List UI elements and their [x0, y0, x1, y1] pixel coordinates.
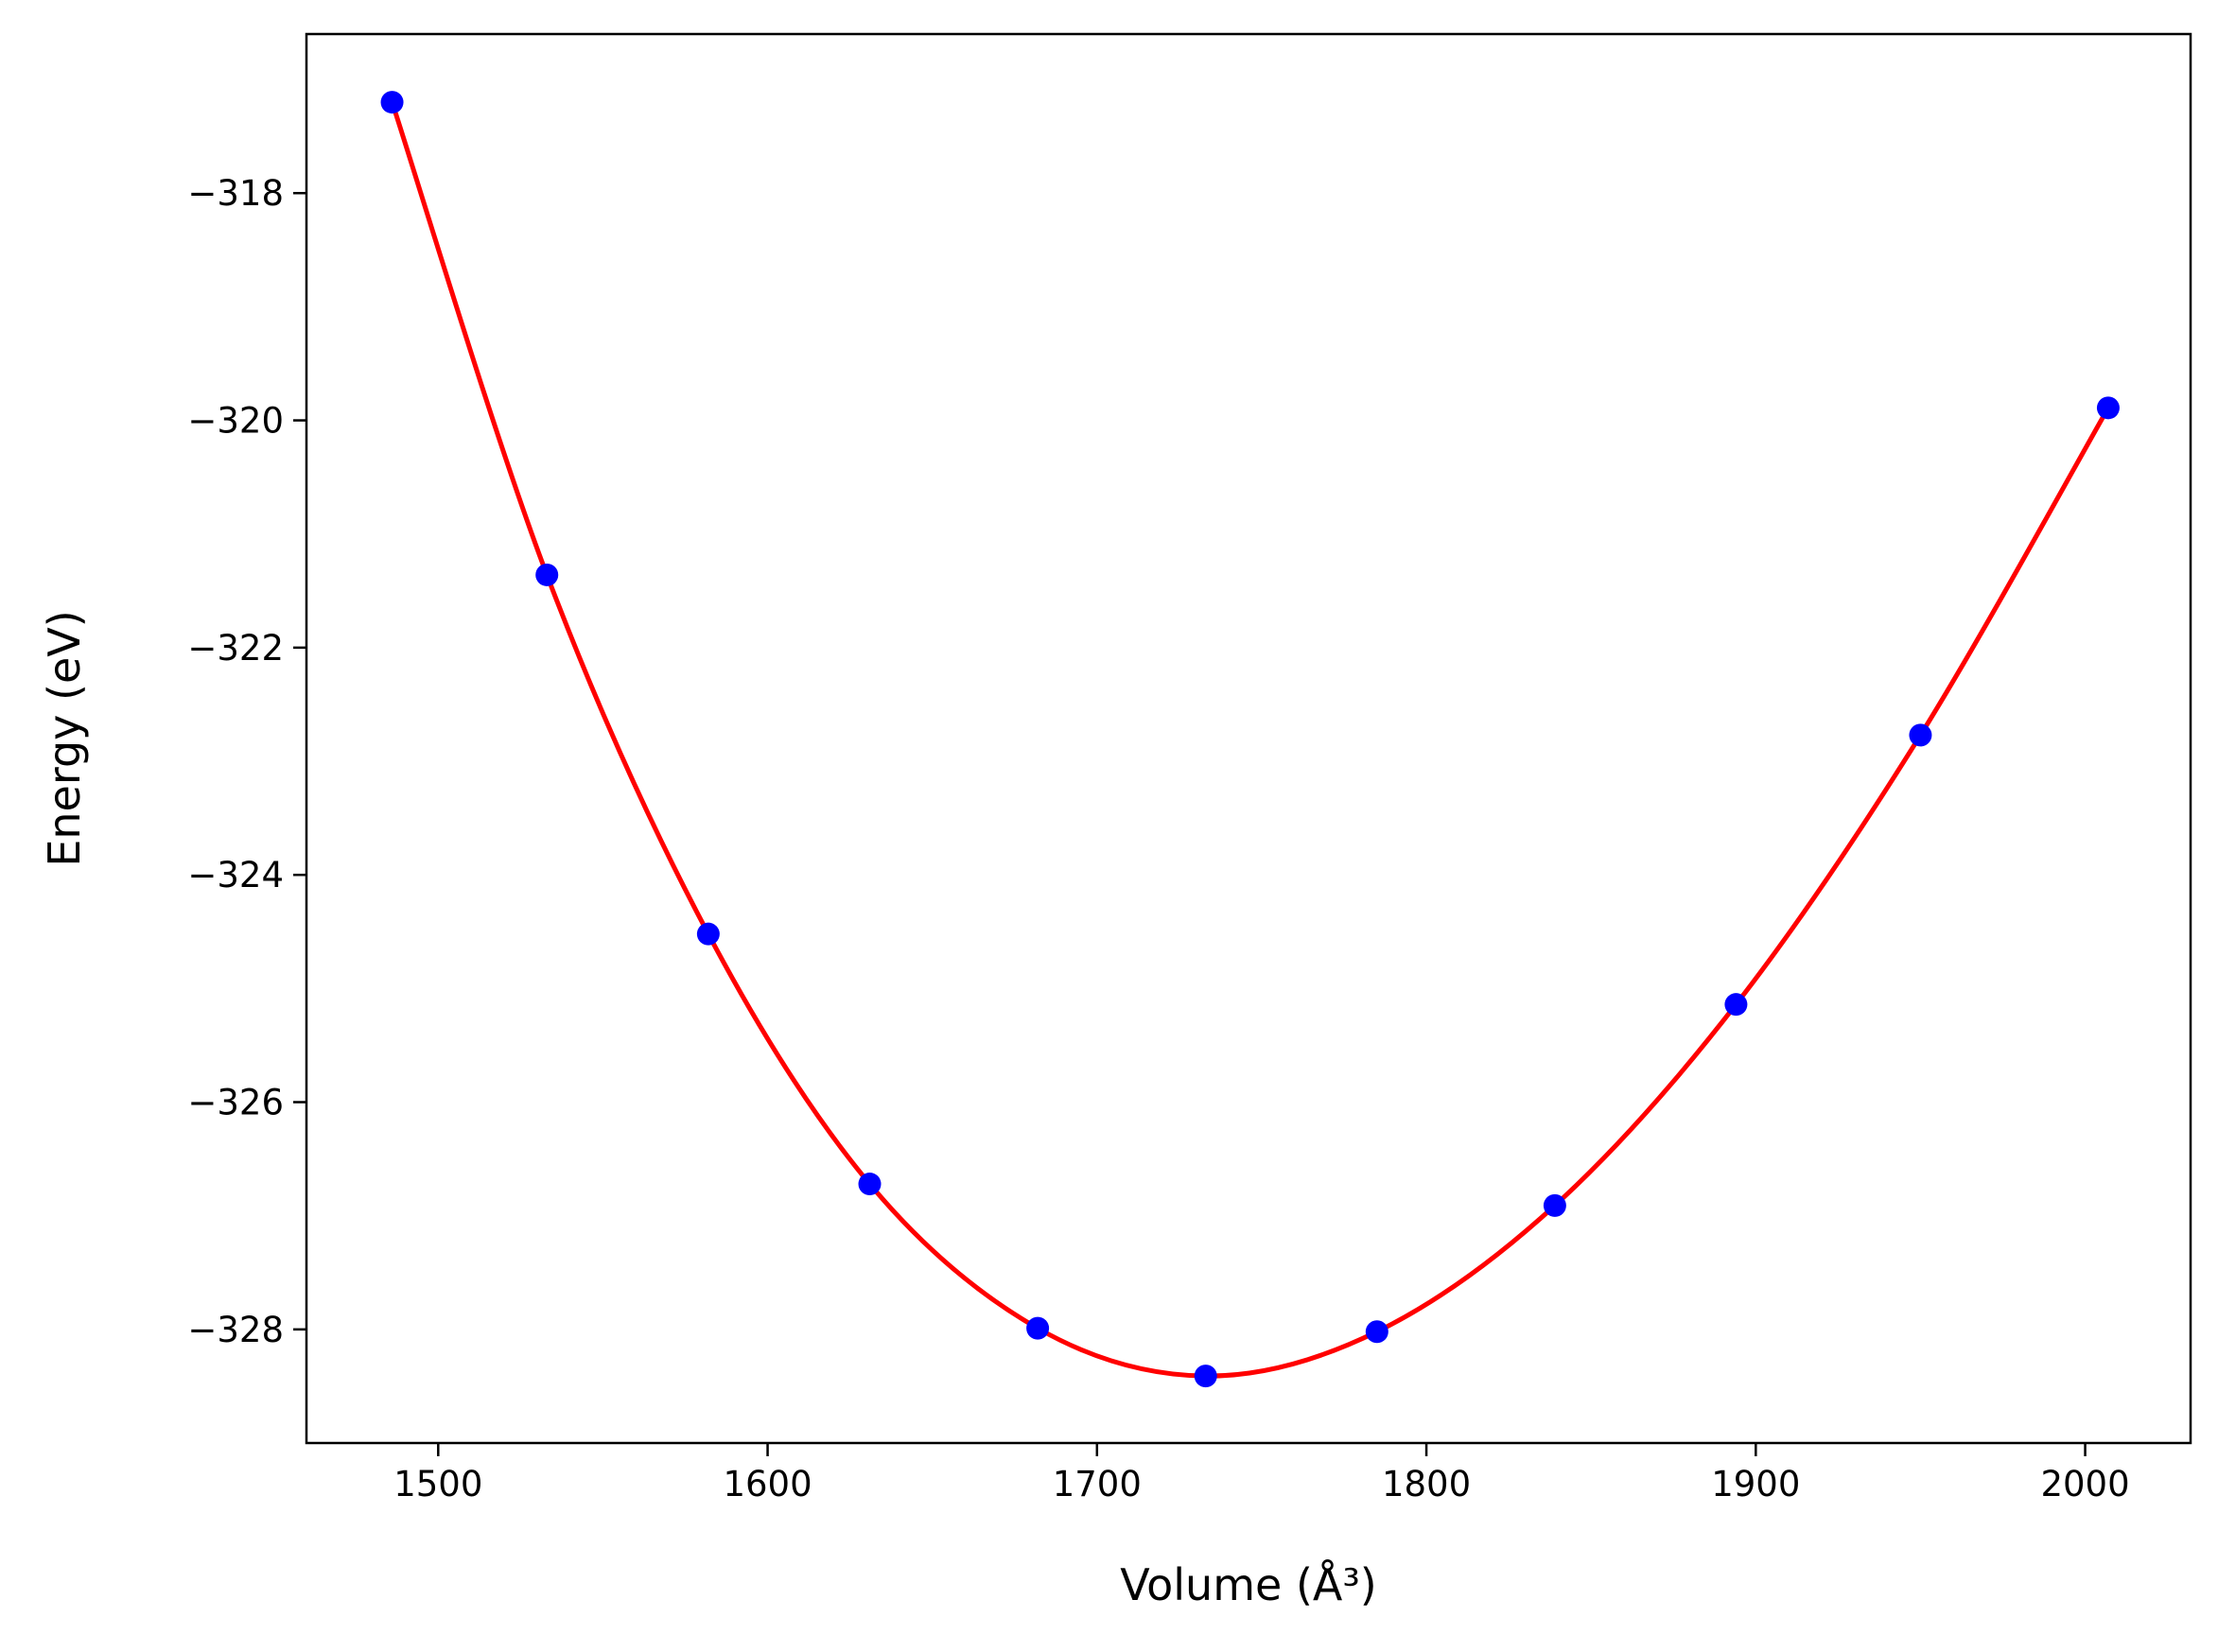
data-point: [1026, 1316, 1050, 1340]
data-point: [2096, 396, 2120, 420]
plot-frame: [305, 32, 2192, 1445]
data-point: [1194, 1365, 1217, 1388]
plot-area: [380, 91, 2120, 1388]
y-tick-label: −324: [187, 855, 284, 896]
y-tick-label: −328: [187, 1310, 284, 1350]
y-tick-label: −326: [187, 1083, 284, 1123]
x-axis: 1500 1600 1700 1800 1900 2000: [393, 1443, 2130, 1504]
y-tick-label: −318: [187, 173, 284, 214]
data-points: [380, 91, 2120, 1388]
data-point: [380, 91, 404, 114]
data-point: [1909, 723, 1932, 747]
x-tick-label: 1900: [1711, 1464, 1800, 1504]
data-point: [696, 922, 720, 946]
data-point: [1543, 1193, 1566, 1217]
x-tick-label: 1800: [1382, 1464, 1471, 1504]
data-point: [1724, 993, 1748, 1017]
x-tick-label: 1500: [393, 1464, 482, 1504]
data-point: [858, 1173, 882, 1196]
y-axis: −318 −320 −322 −324 −326 −328: [187, 173, 306, 1350]
x-tick-label: 1700: [1053, 1464, 1142, 1504]
y-axis-label: Energy (eV): [39, 610, 90, 866]
x-tick-label: 2000: [2040, 1464, 2129, 1504]
data-point: [1365, 1320, 1388, 1344]
fit-curve: [390, 101, 2111, 1379]
x-tick-label: 1600: [723, 1464, 812, 1504]
data-point: [535, 563, 559, 586]
y-tick-label: −322: [187, 628, 284, 669]
y-tick-label: −320: [187, 401, 284, 442]
x-axis-label: Volume (Å³): [1120, 1559, 1377, 1610]
